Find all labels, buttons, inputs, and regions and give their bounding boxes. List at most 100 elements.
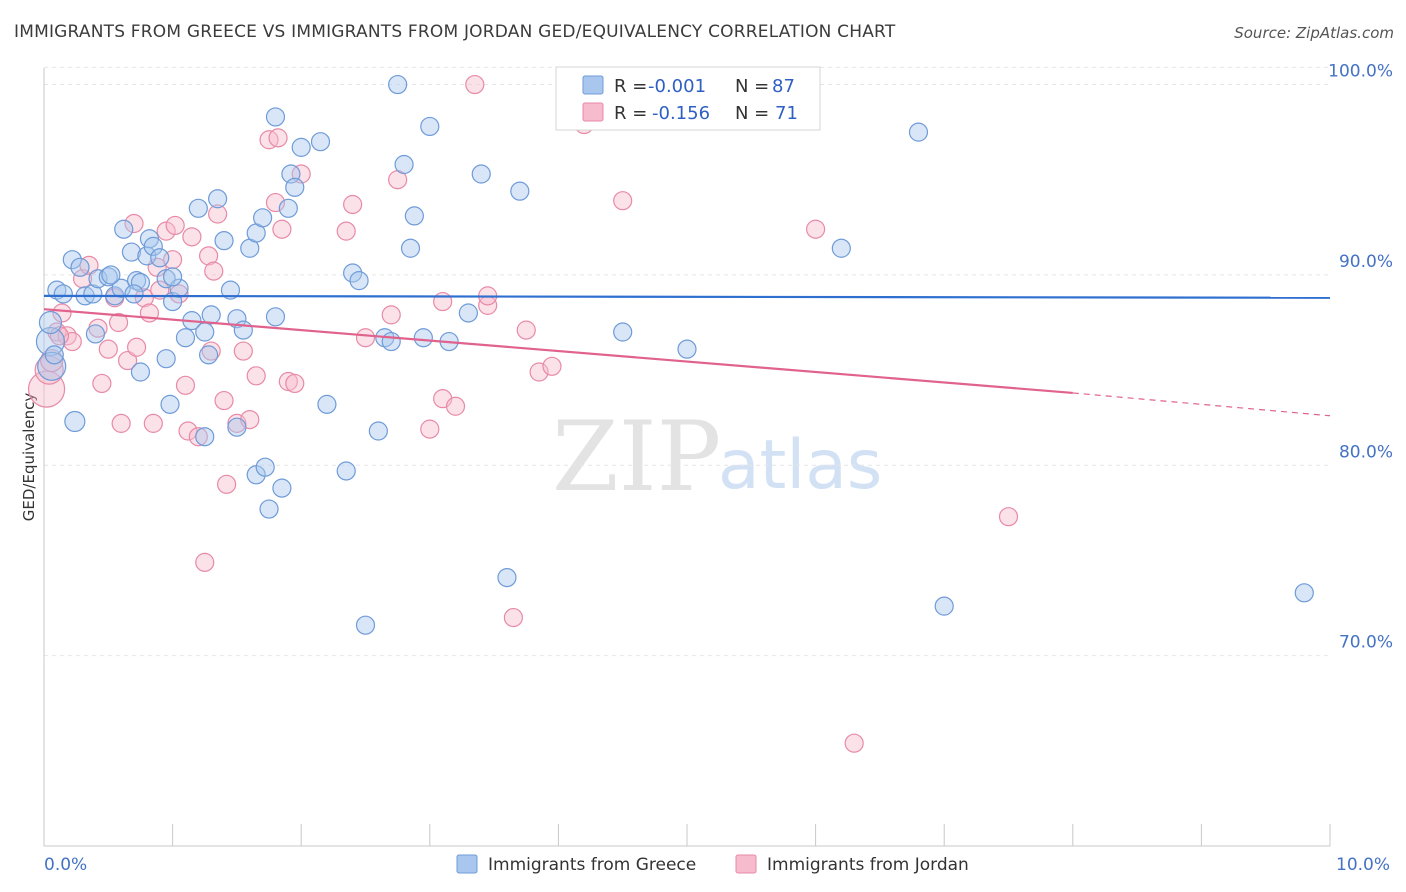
jordan-point [420,419,440,439]
greece-point [227,309,247,329]
jordan-point [381,305,401,325]
greece-point [156,349,176,369]
jordan-point [805,219,826,239]
greece-point [420,116,440,137]
greece-point [195,427,215,447]
jordan-trend-line [43,308,1073,395]
greece-r-label: R = [614,76,647,97]
jordan-point [182,227,202,247]
jordan-point [214,390,234,411]
greece-point [130,362,151,382]
greece-point [677,339,697,359]
greece-point [53,284,73,304]
greece-point [62,250,82,270]
jordan-n-value: 71 [775,103,798,124]
greece-point [394,154,414,175]
jordan-point [57,326,77,346]
jordan-point [204,261,224,281]
jordan-point [613,191,633,211]
chart-title: IMMIGRANTS FROM GREECE VS IMMIGRANTS FRO… [14,22,896,42]
greece-point [510,181,530,201]
greece-point [317,394,337,414]
jordan-point [285,373,305,394]
greece-point [121,242,142,262]
greece-point [35,326,66,357]
greece-trend-line [43,294,1331,299]
jordan-point [343,194,363,215]
greece-point [83,284,103,304]
greece-point [124,284,144,304]
y-axis-title: GED/Equivalency [20,393,38,522]
jordan-trend-extension [1072,392,1331,417]
greece-point [188,198,208,218]
jordan-point [124,213,144,234]
greece-point [343,263,363,283]
jordan-point [844,733,864,753]
jordan-point [134,288,154,308]
greece-point [368,421,388,441]
greece-point [130,272,151,293]
jordan-point [336,221,356,241]
legend-swatch-greece[interactable] [456,854,478,874]
jordan-point [165,215,185,236]
greece-point [497,567,517,588]
greece-point [227,417,247,437]
greece-point [114,219,134,239]
jordan-point [175,375,196,395]
greece-point [150,248,170,268]
greece-point [381,331,401,352]
x-tick-label-min: 0.0% [44,855,87,875]
y-tick-label: 80.0% [1339,442,1393,462]
jordan-r-label: R = [614,103,647,124]
greece-point [253,208,273,228]
x-tick-label-max: 10.0% [1336,855,1390,875]
greece-point [404,206,424,226]
trend-lines [43,294,1331,417]
jordan-point [272,219,292,239]
greece-point [175,328,196,348]
greece-point [143,236,163,256]
stats-box: R = -0.001 N = 87 R = -0.156 N = 71 [555,66,821,131]
greece-point [413,328,433,348]
greece-point [291,137,311,157]
greece-points [35,74,1314,635]
legend: Immigrants from Greece Immigrants from J… [456,854,969,875]
jordan-point [143,413,163,433]
greece-point [349,271,369,291]
greece-point [160,394,180,414]
y-tick-label: 70.0% [1339,633,1393,653]
legend-swatch-jordan[interactable] [735,854,757,874]
y-tick-label: 100.0% [1328,62,1393,82]
jordan-point [503,607,523,628]
jordan-point [169,284,189,304]
greece-point [471,164,491,184]
jordan-point [92,373,112,394]
greece-point [272,478,292,498]
greece-r-value: -0.001 [648,76,706,97]
jordan-point [126,337,147,357]
jordan-point [998,507,1019,527]
jordan-point [268,128,288,148]
greece-point [355,615,376,635]
jordan-point [208,204,228,224]
y-tick-labels: 70.0% 80.0% 90.0% 100.0% [1328,62,1393,653]
greece-point [400,238,421,258]
greece-point [64,410,86,433]
jordan-n-label: N = [735,103,769,124]
legend-label-jordan[interactable]: Immigrants from Jordan [767,855,969,875]
watermark-zip: ZIP [552,401,721,513]
legend-label-greece[interactable]: Immigrants from Greece [488,855,696,875]
jordan-point [199,246,219,266]
greece-point [265,107,286,127]
jordan-point [195,552,215,572]
jordan-point [117,350,138,371]
source-label: Source: ZipAtlas.com [1234,24,1394,42]
greece-point [388,74,408,95]
jordan-point [355,328,376,348]
greece-point [908,122,929,142]
greece-point [199,345,219,365]
jordan-point [516,320,536,340]
jordan-point [246,366,266,386]
greece-point [101,265,121,285]
